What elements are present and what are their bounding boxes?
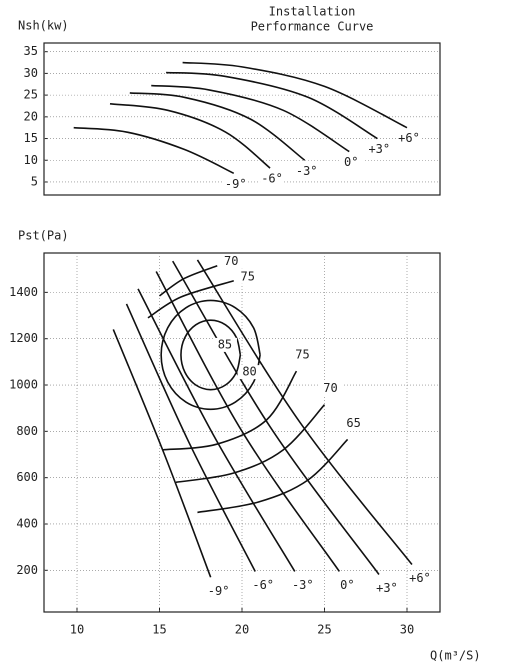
curve-label: 75 [241, 269, 255, 283]
curve-label: 0° [344, 155, 358, 169]
label-bg [290, 348, 315, 363]
label-bg [212, 337, 237, 352]
label-bg [339, 155, 364, 170]
curve [147, 280, 234, 319]
y-tick-label: 600 [16, 470, 38, 484]
label-bg [251, 578, 276, 593]
label-bg [219, 254, 244, 269]
plot-frame [43, 42, 441, 196]
y-tick-label: 20 [24, 109, 38, 123]
label-bg [237, 365, 262, 380]
curve-label: 65 [346, 416, 360, 430]
curve-label: 85 [218, 337, 232, 351]
x-tick-label: 25 [317, 623, 331, 637]
curve [151, 84, 350, 153]
y-tick-label: 30 [24, 66, 38, 80]
x-tick-label: 10 [70, 623, 84, 637]
curve [129, 92, 306, 161]
x-axis-label: Q(m³/S) [430, 649, 481, 663]
y-tick-label: 5 [31, 174, 38, 188]
curve [182, 61, 408, 129]
label-bg [206, 584, 231, 599]
curve [197, 438, 349, 514]
curve-label: +6° [398, 131, 420, 145]
curve [162, 370, 298, 451]
chart-title: Installation [269, 5, 356, 19]
curve [180, 319, 242, 391]
label-bg [290, 578, 315, 593]
curve [172, 260, 380, 575]
curve-label: 75 [295, 348, 309, 362]
y-tick-label: 25 [24, 88, 38, 102]
curve-label: +3° [368, 142, 390, 156]
y-tick-label: 200 [16, 563, 38, 577]
y-tick-label: 15 [24, 131, 38, 145]
label-bg [260, 172, 285, 187]
y-tick-label: 35 [24, 44, 38, 58]
chart-subtitle: Performance Curve [251, 20, 374, 34]
curve-label: -6° [261, 172, 283, 186]
y-axis-label: Pst(Pa) [18, 229, 69, 243]
curve [109, 103, 271, 169]
curve-label: -9° [225, 177, 247, 191]
label-bg [407, 571, 432, 586]
curve-label: -9° [208, 584, 230, 598]
curve [73, 126, 235, 175]
curve [196, 259, 413, 566]
label-bg [335, 578, 360, 593]
label-bg [374, 581, 399, 596]
curve [159, 264, 218, 297]
label-bg [367, 142, 392, 157]
label-bg [294, 164, 319, 179]
curve [125, 303, 256, 572]
y-tick-label: 1200 [9, 331, 38, 345]
curve-label: 70 [224, 254, 238, 268]
x-tick-label: 15 [152, 623, 166, 637]
label-bg [223, 177, 248, 192]
y-tick-label: 10 [24, 153, 38, 167]
y-tick-label: 800 [16, 424, 38, 438]
curve-label: -6° [252, 578, 274, 592]
curve-label: +3° [376, 581, 398, 595]
curve [166, 71, 378, 140]
curve [155, 271, 341, 572]
x-tick-label: 30 [400, 623, 414, 637]
label-bg [235, 269, 260, 284]
label-bg [341, 416, 366, 431]
curve-label: +6° [409, 571, 431, 585]
y-tick-label: 1400 [9, 285, 38, 299]
y-axis-label: Nsh(kw) [18, 19, 69, 33]
curve [160, 299, 261, 411]
curve [137, 288, 296, 572]
curve [175, 404, 326, 484]
curve [112, 329, 212, 578]
curve-label: -3° [292, 578, 314, 592]
y-tick-label: 400 [16, 516, 38, 530]
label-bg [318, 381, 343, 396]
x-tick-label: 20 [235, 623, 249, 637]
y-tick-label: 1000 [9, 378, 38, 392]
curve-label: 0° [340, 578, 354, 592]
curve-label: 80 [242, 365, 256, 379]
curve-label: -3° [296, 164, 318, 178]
curve-label: 70 [323, 381, 337, 395]
label-bg [397, 131, 421, 146]
